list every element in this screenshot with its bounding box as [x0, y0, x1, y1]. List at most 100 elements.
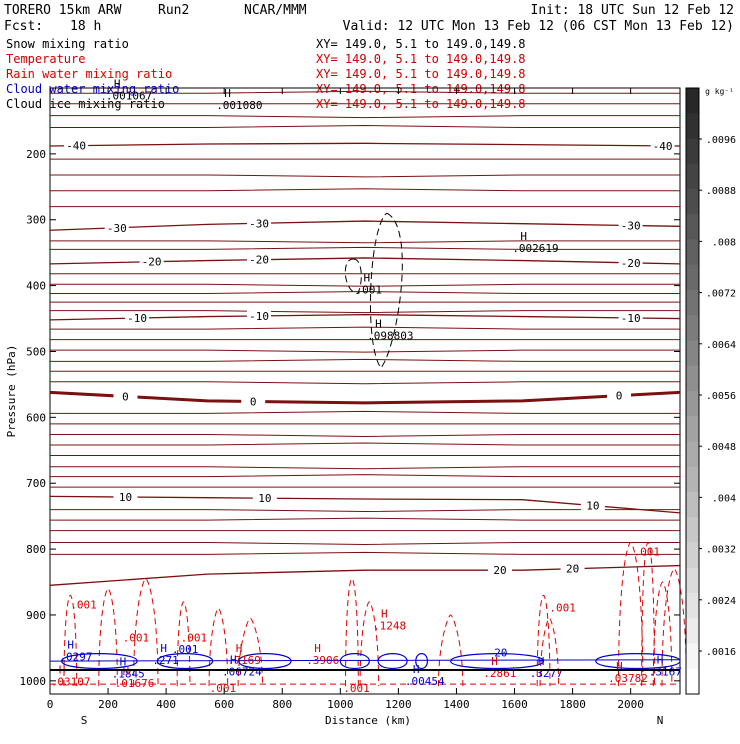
colorbar-unit: g kg⁻¹: [705, 87, 734, 96]
y-tick-label-4: 600: [26, 411, 46, 424]
colorbar-band-5: [686, 214, 699, 240]
colorbar-band-1: [686, 113, 699, 139]
isotherm-bg-24: [50, 442, 680, 446]
legend-entry-2: Rain water mixing ratio: [6, 67, 172, 81]
legend-xy-0: XY= 149.0, 5.1 to 149.0,149.8: [316, 37, 526, 51]
colorbar: .0096 .0088 .008 .0072 .0064 .0056 .0048 .004 .0…: [685, 87, 736, 695]
isotherm-label--20-0: -20: [142, 256, 162, 269]
max-value-14: .00454: [405, 675, 445, 688]
colorbar-band-6: [686, 239, 699, 266]
colorbar-band-13: [686, 416, 699, 442]
colorbar-band-14: [686, 441, 699, 468]
isotherm-label-bg-0-1: [241, 395, 266, 407]
isotherm-label-bg-0-0: [113, 390, 138, 402]
rain-contour-13: [652, 581, 673, 687]
rain-contour-1: [98, 588, 118, 687]
contour-label-5: .001: [549, 602, 576, 615]
legend-entry-3: Cloud water mixing ratio: [6, 82, 179, 96]
legend-xy-1: XY= 149.0, 5.1 to 149.0,149.8: [316, 52, 526, 66]
rain-contour-11: [617, 541, 644, 687]
y-tick-label-6: 800: [26, 543, 46, 556]
legend: Snow mixing ratio XY= 149.0, 5.1 to 149.0…: [6, 37, 526, 111]
rain-contour-12: [641, 541, 655, 687]
isotherm-label-0-0: 0: [122, 390, 129, 403]
legend-xy-2: XY= 149.0, 5.1 to 149.0,149.8: [316, 67, 526, 81]
cloud-water-contour-base: [49, 659, 681, 662]
max-value-1: .002619: [512, 242, 558, 255]
forecast-label: Fcst:: [4, 19, 43, 34]
y-tick-label-1: 300: [26, 214, 46, 227]
contour-label-1: .001: [123, 631, 150, 644]
rain-contour-3: [176, 601, 191, 687]
max-value-13: .3906: [306, 654, 339, 667]
isotherm-label-bg-20-1: [488, 564, 512, 576]
colorbar-band-20: [686, 593, 699, 619]
x-tick-label-2: 400: [156, 698, 176, 711]
legend-xy-3: XY= 149.0, 5.1 to 149.0,149.8: [316, 82, 526, 96]
x-tick-label-6: 1200: [385, 698, 412, 711]
isotherm-label--20-2: -20: [621, 257, 641, 270]
max-value-12: .06724: [222, 666, 262, 679]
max-value-6: .0297: [59, 651, 92, 664]
isotherm-label-bg-20-0: [560, 562, 585, 574]
colorbar-band-16: [686, 492, 699, 518]
max-marker-18: H: [657, 654, 664, 667]
axes: 0 200 400 600 800 1000 1200 1400 1600 1800 2000200…: [20, 88, 680, 711]
contour-label-6: .001: [634, 546, 661, 559]
isotherm-10: [49, 495, 681, 514]
colorbar-tick-label-0: .0096: [706, 135, 736, 146]
isotherm-bg-30: [50, 517, 680, 521]
isotherm-bg-23: [50, 433, 680, 437]
max-value-4: .001067: [106, 89, 152, 102]
isotherm-bg-0: [50, 90, 680, 94]
max-marker-10: H: [160, 642, 167, 655]
colorbar-band-0: [686, 88, 699, 114]
y-tick-label-0: 200: [26, 148, 46, 161]
isotherm-label-20-0: 20: [566, 563, 579, 576]
x-tick-label-5: 1000: [327, 698, 354, 711]
contour-label-0: .001: [70, 598, 97, 611]
max-marker-1: H: [520, 230, 527, 243]
colorbar-band-8: [686, 290, 699, 316]
legend-entry-0: Snow mixing ratio: [6, 37, 129, 51]
colorbar-band-4: [686, 189, 699, 215]
isotherm-bg-8: [50, 240, 680, 244]
isotherm-bg-9: [50, 246, 680, 250]
colorbar-tick-label-5: .0056: [706, 391, 736, 402]
y-tick-label-2: 400: [26, 280, 46, 293]
max-marker-13: H: [314, 642, 321, 655]
y-tick-label-3: 500: [26, 345, 46, 358]
temperature-contours: -40 -40 -30 -30 -30 -20 -20 -20 -10 -10 -10 0 0 0 10 10…: [49, 90, 681, 586]
colorbar-band-11: [686, 365, 699, 392]
max-value-17: .03782: [608, 672, 648, 685]
isotherm-bg-32: [50, 542, 680, 545]
max-marker-4: H: [114, 77, 121, 90]
contour-label-2: .001: [181, 631, 208, 644]
model-title: TORERO 15km ARW: [4, 3, 122, 18]
colorbar-tick-label-7: .004: [712, 493, 736, 504]
colorbar-tick-label-8: .0032: [706, 545, 736, 556]
isotherm-bg-3: [50, 125, 680, 129]
isotherm-label--20-1: -20: [249, 254, 269, 267]
contour-label-3: .001: [210, 682, 237, 695]
max-marker-5: H: [381, 608, 388, 621]
x-tick-label-7: 1400: [443, 698, 470, 711]
max-value-9: .01676: [115, 677, 155, 690]
cloud-water-contour-6: [450, 653, 545, 670]
colorbar-band-10: [686, 340, 699, 367]
colorbar-band-23: [686, 668, 699, 695]
cloud-water-contour-2: [238, 653, 292, 669]
cloud-water-contour-3: [339, 653, 370, 670]
max-marker-9: H: [123, 665, 130, 678]
rain-contour-10: [539, 617, 560, 687]
isotherm-bg-20: [50, 381, 680, 385]
x-tick-label-0: 0: [47, 698, 54, 711]
isotherm-bg-29: [50, 509, 680, 513]
x-tick-label-1: 200: [98, 698, 118, 711]
colorbar-tick-label-3: .0072: [706, 289, 736, 300]
isotherm-label-bg--40-1: [650, 139, 675, 151]
isotherm-bg-6: [50, 188, 680, 192]
isotherm-label-bg--30-2: [618, 219, 643, 231]
isotherm-label-bg--30-0: [104, 221, 129, 233]
